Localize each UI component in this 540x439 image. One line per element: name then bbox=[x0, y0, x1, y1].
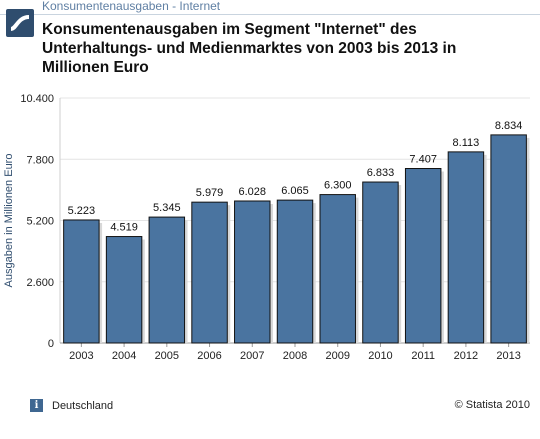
x-tick-label: 2009 bbox=[325, 350, 349, 362]
bar bbox=[404, 168, 442, 344]
bar-value-label: 6.300 bbox=[324, 180, 352, 192]
region-label: Deutschland bbox=[52, 399, 114, 412]
bar bbox=[319, 194, 356, 344]
x-tick-label: 2004 bbox=[112, 350, 136, 362]
statista-logo-icon bbox=[6, 9, 34, 37]
breadcrumb[interactable]: Konsumentenausgaben - Internet bbox=[42, 0, 221, 13]
logo-graphic bbox=[10, 15, 30, 31]
y-tick-label: 10.400 bbox=[20, 93, 54, 105]
top-bar bbox=[0, 0, 540, 15]
x-tick-label: 2011 bbox=[411, 350, 435, 362]
chart-area: 0 2.600 5.200 7.800 10.400 Ausgaben in Millio… bbox=[0, 88, 536, 373]
region-info[interactable]: i Deutschland bbox=[30, 399, 113, 412]
source-label: © Statista 2010 bbox=[454, 399, 530, 411]
x-tick-label: 2013 bbox=[496, 350, 520, 362]
y-tick-label: 0 bbox=[48, 338, 54, 350]
bar-value-label: 6.833 bbox=[367, 167, 395, 179]
x-tick-label: 2005 bbox=[155, 350, 179, 362]
bar-value-label: 5.223 bbox=[68, 205, 96, 217]
bar bbox=[276, 199, 314, 344]
bar bbox=[63, 219, 100, 344]
bar-value-label: 6.065 bbox=[281, 185, 309, 197]
bar bbox=[234, 200, 271, 344]
y-axis-title: Ausgaben in Millionen Euro bbox=[3, 154, 15, 288]
bar-layer bbox=[63, 134, 530, 344]
bar-value-label: 4.519 bbox=[110, 222, 138, 234]
logo-swoosh bbox=[10, 15, 30, 31]
bar bbox=[191, 201, 228, 344]
bar bbox=[148, 216, 186, 344]
bar-value-label: 7.407 bbox=[409, 154, 437, 166]
bar-value-label: 5.979 bbox=[196, 187, 224, 199]
bar-value-label: 8.113 bbox=[453, 137, 480, 149]
bar-value-label: 6.028 bbox=[239, 186, 267, 198]
info-icon[interactable]: i bbox=[30, 399, 43, 412]
x-tick-label: 2006 bbox=[197, 350, 221, 362]
y-tick-label: 2.600 bbox=[26, 277, 54, 289]
x-tick-label: 2012 bbox=[454, 350, 478, 362]
bar-value-label: 5.345 bbox=[153, 202, 181, 214]
bar bbox=[362, 181, 399, 344]
x-tick-label: 2003 bbox=[69, 350, 93, 362]
bar bbox=[105, 236, 143, 344]
page-title: Konsumentenausgaben im Segment "Internet… bbox=[42, 21, 457, 76]
y-tick-label: 7.800 bbox=[26, 154, 54, 166]
bar bbox=[447, 151, 485, 344]
bar-chart: 0 2.600 5.200 7.800 10.400 Ausgaben in Millio… bbox=[3, 93, 530, 362]
x-tick-label: 2007 bbox=[240, 350, 264, 362]
y-tick-label: 5.200 bbox=[26, 216, 54, 228]
bar-value-label: 8.834 bbox=[495, 120, 523, 132]
bar bbox=[490, 134, 527, 344]
x-tick-label: 2008 bbox=[283, 350, 307, 362]
label-layer: 5.223 4.519 5.345 5.979 6.028 6.065 6.300 6.833… bbox=[68, 120, 523, 234]
x-tick-label: 2010 bbox=[368, 350, 392, 362]
